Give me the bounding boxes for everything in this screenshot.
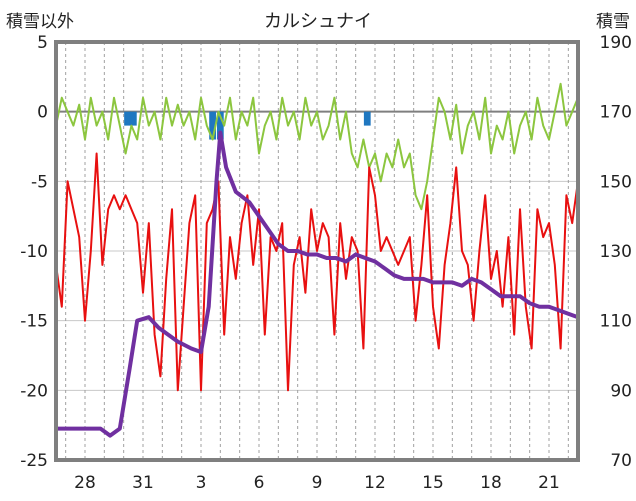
right-tick-label: 130	[600, 242, 632, 262]
plot-area-frame	[54, 40, 580, 462]
left-tick-label: 5	[37, 33, 48, 53]
precipitation-bar	[216, 111, 224, 140]
series-line-2	[55, 152, 579, 392]
left-axis-ticks: 5 0 -5 -10 -15 -20 -25	[20, 33, 48, 471]
x-tick-label: 15	[422, 473, 444, 493]
left-tick-label: -15	[20, 312, 48, 332]
right-tick-label: 90	[610, 381, 632, 401]
x-tick-label: 18	[480, 473, 502, 493]
x-tick-label: 12	[364, 473, 386, 493]
x-tick-label: 28	[74, 473, 96, 493]
x-tick-label: 21	[538, 473, 560, 493]
left-tick-label: -20	[20, 381, 48, 401]
right-tick-label: 150	[600, 172, 632, 192]
right-tick-label: 170	[600, 103, 632, 123]
series-line-1	[55, 82, 579, 211]
precipitation-bar	[209, 111, 216, 140]
precipitation-bars	[124, 111, 371, 140]
precipitation-bar	[129, 111, 137, 126]
x-tick-label: 9	[312, 473, 323, 493]
right-axis-ticks: 190 170 150 130 110 90 70	[600, 33, 632, 471]
left-tick-label: -10	[20, 242, 48, 262]
series-line-3	[56, 130, 579, 438]
x-axis-ticks: 28 31 3 6 9 12 15 18 21	[74, 473, 560, 493]
right-axis-label: 積雪	[596, 12, 630, 32]
series-lines	[55, 82, 579, 438]
x-tick-label: 6	[254, 473, 265, 493]
x-tick-label: 3	[196, 473, 207, 493]
left-tick-label: -25	[20, 451, 48, 471]
grid	[56, 42, 578, 460]
left-axis-label: 積雪以外	[6, 12, 74, 32]
precipitation-bar	[124, 111, 131, 126]
x-tick-label: 31	[132, 473, 154, 493]
right-tick-label: 110	[600, 312, 632, 332]
right-tick-label: 70	[610, 451, 632, 471]
precipitation-bar	[363, 111, 371, 126]
left-tick-label: -5	[31, 172, 48, 192]
chart-title: カルシュナイ	[264, 11, 372, 32]
right-tick-label: 190	[600, 33, 632, 53]
left-tick-label: 0	[37, 103, 48, 123]
